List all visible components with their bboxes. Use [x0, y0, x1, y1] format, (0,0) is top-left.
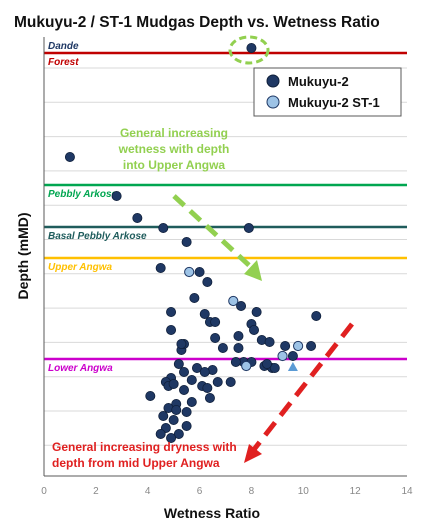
x-tick-label: 4	[145, 486, 151, 497]
point-mukuyu-2	[269, 362, 280, 373]
gridlines	[44, 67, 407, 446]
formation-label-pebbly-arkose: Pebbly Arkose	[48, 189, 118, 200]
annotation-green: General increasing wetness with depth in…	[118, 126, 230, 172]
point-mukuyu-2	[233, 330, 244, 341]
point-triangle	[287, 362, 298, 371]
point-mukuyu-2	[181, 420, 192, 431]
point-mukuyu-2-st-1	[228, 295, 239, 307]
point-mukuyu-2	[176, 338, 187, 349]
point-mukuyu-2	[225, 376, 236, 387]
point-mukuyu-2	[168, 378, 179, 389]
annotation-red: General increasing dryness with depth fr…	[52, 440, 237, 470]
formation-label-lower-angwa: Lower Angwa	[48, 363, 113, 374]
point-mukuyu-2	[111, 190, 122, 201]
annotation-red-line-1: General increasing dryness with	[52, 440, 237, 454]
axes	[43, 37, 407, 477]
point-mukuyu-2	[181, 406, 192, 417]
point-mukuyu-2	[166, 306, 177, 317]
legend-box	[253, 67, 402, 117]
point-mukuyu-2-st-1	[184, 266, 195, 278]
formation-tops: Dande Forest Pebbly Arkose Basal Pebbly Ark…	[44, 41, 407, 374]
point-mukuyu-2	[233, 342, 244, 353]
point-mukuyu-2	[243, 222, 254, 233]
point-mukuyu-2	[311, 310, 322, 321]
annotation-green-line-1: General increasing	[120, 126, 228, 140]
point-mukuyu-2	[194, 266, 205, 277]
legend-label-mukuyu-2-st-1: Mukuyu-2 ST-1	[288, 95, 380, 110]
legend-marker-mukuyu-2-st-1	[266, 95, 280, 109]
point-mukuyu-2	[246, 43, 257, 54]
point-mukuyu-2	[173, 358, 184, 369]
point-mukuyu-2-st-1	[293, 340, 304, 352]
red-arrow	[244, 322, 354, 463]
formation-label-upper-angwa: Upper Angwa	[48, 262, 113, 273]
point-mukuyu-2	[210, 332, 221, 343]
point-mukuyu-2	[251, 306, 262, 317]
point-mukuyu-2-st-1	[241, 360, 252, 372]
point-mukuyu-2	[306, 340, 317, 351]
point-mukuyu-2	[145, 390, 156, 401]
point-mukuyu-2	[158, 222, 169, 233]
legend-label-mukuyu-2: Mukuyu-2	[288, 74, 349, 89]
x-tick-label: 2	[93, 486, 99, 497]
point-mukuyu-2	[236, 300, 247, 311]
green-arrow	[172, 194, 262, 281]
point-mukuyu-2	[171, 404, 182, 415]
point-mukuyu-2-st-1	[277, 350, 288, 362]
chart-title: Mukuyu-2 / ST-1 Mudgas Depth vs. Wetness…	[14, 14, 380, 31]
point-mukuyu-2	[155, 262, 166, 273]
point-mukuyu-2	[166, 432, 177, 443]
point-mukuyu-2	[181, 236, 192, 247]
point-mukuyu-2	[202, 382, 213, 393]
point-mukuyu-2	[199, 366, 210, 377]
point-mukuyu-2	[264, 336, 275, 347]
x-tick-label: 6	[197, 486, 203, 497]
legend-marker-mukuyu-2	[266, 74, 280, 88]
y-axis-title: Depth (mMD)	[15, 212, 31, 299]
point-mukuyu-2	[166, 324, 177, 335]
point-mukuyu-2	[202, 276, 213, 287]
point-mukuyu-2	[204, 392, 215, 403]
legend: Mukuyu-2 Mukuyu-2 ST-1	[253, 67, 402, 117]
point-mukuyu-2	[280, 340, 291, 351]
point-mukuyu-2	[186, 396, 197, 407]
point-mukuyu-2	[191, 362, 202, 373]
x-tick-label: 10	[298, 486, 310, 497]
x-tick-label: 14	[401, 486, 413, 497]
point-mukuyu-2	[173, 428, 184, 439]
point-mukuyu-2	[230, 356, 241, 367]
point-mukuyu-2	[155, 428, 166, 439]
x-tick-label: 0	[41, 486, 47, 497]
point-mukuyu-2	[261, 358, 272, 369]
formation-label-forest: Forest	[48, 57, 79, 68]
point-mukuyu-2	[64, 151, 75, 162]
annotation-green-line-2: wetness with depth	[118, 142, 230, 156]
annotation-red-line-2: depth from mid Upper Angwa	[52, 456, 220, 470]
x-tick-label: 12	[350, 486, 362, 497]
highlight-circle	[228, 35, 270, 65]
x-axis-title: Wetness Ratio	[164, 505, 260, 521]
x-tick-label: 8	[249, 486, 255, 497]
point-mukuyu-2	[287, 350, 298, 361]
point-mukuyu-2	[132, 212, 143, 223]
point-mukuyu-2	[186, 374, 197, 385]
point-mukuyu-2	[168, 414, 179, 425]
point-mukuyu-2	[249, 324, 260, 335]
data-points	[64, 43, 322, 443]
formation-label-dande: Dande	[48, 41, 79, 52]
point-mukuyu-2	[210, 316, 221, 327]
formation-label-basal-pebbly-arkose: Basal Pebbly Arkose	[48, 231, 147, 242]
point-mukuyu-2	[158, 410, 169, 421]
point-mukuyu-2	[179, 366, 190, 377]
x-tick-labels: 0 2 4 6 8 10 12 14	[41, 486, 413, 497]
point-mukuyu-2	[199, 308, 210, 319]
point-mukuyu-2	[217, 342, 228, 353]
point-mukuyu-2	[189, 292, 200, 303]
point-mukuyu-2	[179, 384, 190, 395]
point-mukuyu-2	[212, 376, 223, 387]
annotation-green-line-3: into Upper Angwa	[123, 158, 226, 172]
